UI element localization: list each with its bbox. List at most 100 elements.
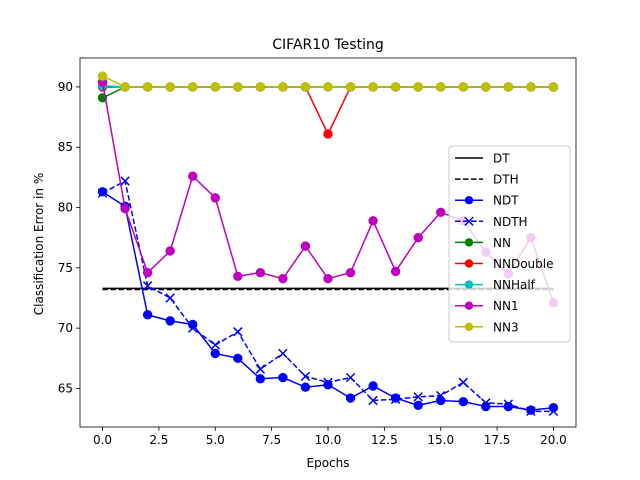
data-point — [278, 273, 288, 284]
x-tick-label: 5.0 — [206, 433, 225, 447]
x-tick-label: 17.5 — [484, 433, 511, 447]
data-point — [97, 188, 108, 198]
series-nn3 — [97, 71, 559, 92]
data-point — [323, 377, 333, 388]
data-point — [458, 396, 468, 407]
data-point — [323, 273, 333, 284]
data-point — [120, 82, 130, 92]
legend-label: NNHalf — [493, 278, 536, 292]
legend-label: NN1 — [493, 299, 519, 313]
data-point — [210, 82, 220, 92]
y-axis: 65 70 75 80 85 90 — [58, 80, 80, 395]
data-point — [165, 82, 175, 92]
data-point — [526, 82, 536, 92]
data-point — [390, 82, 401, 92]
data-point — [548, 406, 559, 417]
data-point — [188, 82, 198, 92]
chart-title: CIFAR10 Testing — [272, 37, 383, 53]
legend-item-nndouble: NNDouble — [455, 257, 553, 271]
x-axis-label: Epochs — [307, 456, 350, 470]
data-point — [481, 82, 491, 92]
legend-label: NDTH — [493, 215, 528, 229]
data-point — [255, 374, 266, 384]
y-axis-label: Classification Error in % — [32, 173, 46, 315]
data-point — [278, 82, 288, 92]
data-point — [503, 82, 514, 92]
data-point — [413, 82, 423, 92]
data-point — [142, 281, 153, 291]
data-point — [345, 372, 356, 383]
data-point — [97, 187, 108, 197]
legend-label: DT — [493, 152, 510, 166]
legend-marker — [464, 301, 474, 310]
data-point — [435, 390, 446, 401]
legend-marker — [464, 238, 474, 247]
data-point — [255, 267, 266, 278]
data-point — [323, 129, 333, 139]
data-point — [278, 372, 288, 383]
data-point — [255, 82, 266, 92]
legend-item-dth: DTH — [455, 173, 519, 187]
data-point — [187, 323, 198, 333]
data-point — [300, 382, 311, 392]
data-point — [503, 399, 514, 409]
data-point — [300, 371, 311, 382]
legend-marker — [464, 322, 474, 331]
legend-item-nn3: NN3 — [455, 320, 519, 334]
legend-label: NN — [493, 236, 511, 250]
data-point — [390, 266, 401, 277]
data-point — [233, 271, 243, 281]
data-point — [233, 353, 243, 363]
y-tick-label: 85 — [58, 140, 73, 154]
data-point — [210, 348, 220, 359]
y-tick-label: 75 — [58, 261, 73, 275]
legend-item-ndt: NDT — [455, 194, 519, 208]
data-point — [210, 340, 221, 350]
data-point — [368, 82, 378, 92]
data-point — [390, 394, 401, 404]
legend-item-nn1: NN1 — [455, 299, 519, 313]
data-point — [300, 82, 311, 92]
y-tick-label: 70 — [58, 321, 73, 335]
legend-label: NN3 — [493, 320, 519, 334]
data-point — [345, 82, 356, 92]
data-point — [255, 364, 266, 374]
legend-item-dt: DT — [455, 152, 510, 166]
data-point — [188, 171, 198, 181]
data-point — [97, 71, 108, 81]
data-point — [368, 381, 378, 391]
x-tick-label: 0.0 — [93, 433, 112, 447]
x-tick-label: 2.5 — [149, 433, 168, 447]
data-point — [390, 393, 401, 403]
data-point — [345, 393, 356, 403]
legend-label: NNDouble — [493, 257, 553, 271]
y-tick-label: 65 — [58, 381, 73, 395]
data-point — [165, 293, 175, 303]
data-point — [142, 267, 153, 278]
legend-marker — [464, 196, 474, 205]
data-point — [413, 392, 423, 402]
data-point — [233, 82, 243, 92]
legend-marker — [464, 280, 474, 289]
legend-item-nnhalf: NNHalf — [455, 278, 536, 292]
y-tick-label: 80 — [58, 201, 73, 215]
data-point — [345, 267, 356, 278]
data-point — [436, 82, 446, 92]
x-axis: 0.0 2.5 5.0 7.5 10.0 12.5 15.0 17.5 20.0 — [93, 427, 567, 447]
data-point — [368, 395, 378, 406]
data-point — [526, 406, 536, 417]
series-ndth — [97, 176, 559, 417]
data-point — [458, 377, 469, 388]
x-tick-label: 20.0 — [540, 433, 567, 447]
data-point — [481, 398, 491, 408]
data-point — [323, 82, 333, 92]
data-point — [278, 348, 288, 359]
data-point — [142, 82, 153, 92]
data-point — [413, 232, 423, 243]
legend-box — [448, 145, 571, 343]
legend-item-nn: NN — [455, 236, 511, 250]
data-point — [548, 82, 559, 92]
data-point — [436, 207, 446, 218]
legend-item-ndth: NDTH — [455, 215, 528, 229]
